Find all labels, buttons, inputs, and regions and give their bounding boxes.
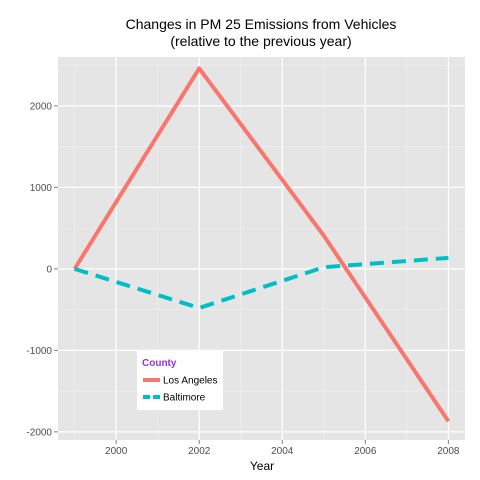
- x-tick-label: 2002: [188, 446, 211, 457]
- x-tick-label: 2008: [437, 446, 460, 457]
- chart-subtitle: (relative to the previous year): [170, 33, 351, 49]
- legend-label: Baltimore: [163, 393, 206, 404]
- x-tick-label: 2006: [354, 446, 377, 457]
- legend: County Los Angeles Baltimore: [137, 350, 223, 410]
- plot-panel: [58, 57, 465, 440]
- y-tick-label: -2000: [26, 427, 52, 438]
- y-tick-label: -1000: [26, 346, 52, 357]
- x-tick-label: 2000: [105, 446, 128, 457]
- series-line-los-angeles: [72, 66, 451, 423]
- y-axis: -2000 -1000 0 1000 2000: [26, 101, 58, 438]
- x-axis-title: Year: [250, 459, 274, 473]
- legend-title: County: [142, 358, 177, 369]
- y-tick-label: 2000: [30, 101, 53, 112]
- x-axis: 2000 2002 2004 2006 2008: [105, 440, 460, 457]
- grid-lines: [58, 57, 465, 440]
- x-tick-label: 2004: [271, 446, 294, 457]
- chart-title: Changes in PM 25 Emissions from Vehicles: [126, 16, 397, 32]
- y-tick-label: 1000: [30, 183, 53, 194]
- series-lines: [72, 66, 451, 423]
- y-tick-label: 0: [46, 264, 52, 275]
- legend-label: Los Angeles: [163, 376, 218, 387]
